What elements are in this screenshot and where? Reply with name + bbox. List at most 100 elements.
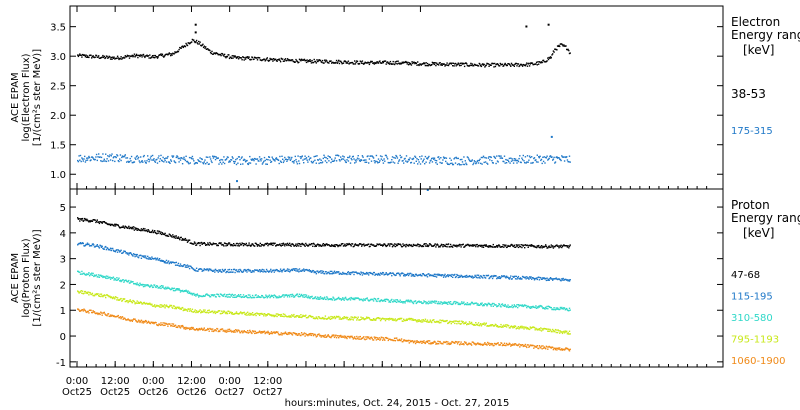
data-point <box>445 157 448 159</box>
data-point <box>92 55 94 57</box>
data-point <box>342 317 344 319</box>
data-point <box>79 159 81 161</box>
data-point <box>561 278 563 280</box>
data-point <box>235 244 237 247</box>
data-point <box>539 346 541 348</box>
data-point <box>321 244 324 246</box>
data-point <box>344 337 346 339</box>
data-point <box>439 274 441 277</box>
data-point <box>247 294 250 296</box>
data-point <box>196 328 198 330</box>
data-point <box>559 330 562 332</box>
data-point <box>84 273 86 275</box>
data-point <box>454 273 456 276</box>
data-point <box>234 160 236 163</box>
data-point <box>185 42 187 45</box>
data-point <box>275 244 278 247</box>
data-point <box>442 159 444 161</box>
data-point <box>128 55 130 57</box>
data-point <box>298 333 301 335</box>
data-point <box>254 312 257 315</box>
data-point <box>117 314 119 317</box>
data-point <box>442 246 444 248</box>
data-point <box>552 50 555 52</box>
data-point <box>391 159 393 161</box>
data-point <box>345 244 347 247</box>
data-point <box>528 306 531 309</box>
data-point <box>496 277 499 279</box>
data-point <box>290 269 292 271</box>
data-point <box>144 303 147 305</box>
data-point <box>112 296 115 298</box>
data-point <box>331 270 333 273</box>
data-point <box>184 239 186 241</box>
data-point <box>384 319 387 322</box>
data-point <box>393 243 396 245</box>
data-point <box>229 296 231 298</box>
data-point <box>407 64 410 66</box>
data-point <box>549 246 552 248</box>
data-point <box>529 277 531 279</box>
data-point <box>83 272 85 274</box>
data-point <box>137 283 140 286</box>
data-point <box>385 272 387 274</box>
data-point <box>158 155 160 157</box>
data-point <box>561 306 563 309</box>
data-point <box>141 284 143 286</box>
data-point <box>162 285 164 287</box>
data-point <box>349 155 351 157</box>
data-point <box>240 269 242 271</box>
data-point <box>167 306 170 309</box>
data-point <box>100 311 102 313</box>
data-point <box>525 25 528 28</box>
data-point <box>384 273 387 275</box>
data-point <box>510 62 513 65</box>
data-point <box>363 159 366 161</box>
data-point <box>246 159 248 162</box>
data-point <box>292 294 294 297</box>
data-point <box>219 159 221 162</box>
data-point <box>158 287 161 289</box>
data-point <box>445 301 447 303</box>
data-point <box>324 334 327 336</box>
data-point <box>300 243 303 245</box>
data-point <box>407 318 410 320</box>
data-point <box>390 62 392 65</box>
data-point <box>422 245 424 248</box>
data-point <box>271 156 273 158</box>
data-point <box>482 304 485 306</box>
data-point <box>423 158 425 160</box>
data-point <box>428 302 431 304</box>
data-point <box>291 333 293 335</box>
data-point <box>172 288 174 290</box>
data-point <box>505 275 508 277</box>
data-point <box>508 306 510 309</box>
data-point <box>500 155 502 157</box>
data-point <box>502 326 504 328</box>
data-point <box>275 297 278 299</box>
data-point <box>158 54 161 56</box>
data-point <box>177 262 180 265</box>
data-point <box>484 244 486 246</box>
legend-item-175-315: 175-315 <box>731 126 773 137</box>
data-point <box>563 44 565 46</box>
data-point <box>182 265 184 267</box>
data-point <box>398 301 401 303</box>
data-point <box>449 343 452 345</box>
data-point <box>111 153 113 155</box>
y-tick-label: 3.5 <box>50 23 66 34</box>
data-point <box>429 343 431 345</box>
data-point <box>136 229 138 231</box>
data-point <box>77 54 79 56</box>
data-point <box>287 316 289 318</box>
data-point <box>190 265 192 268</box>
data-point <box>354 159 357 161</box>
data-point <box>235 269 238 271</box>
data-point <box>181 324 184 327</box>
data-point <box>177 288 179 290</box>
data-point <box>349 273 352 276</box>
data-point <box>342 336 345 338</box>
data-point <box>279 160 282 162</box>
data-point <box>458 341 460 343</box>
data-point <box>564 330 566 332</box>
